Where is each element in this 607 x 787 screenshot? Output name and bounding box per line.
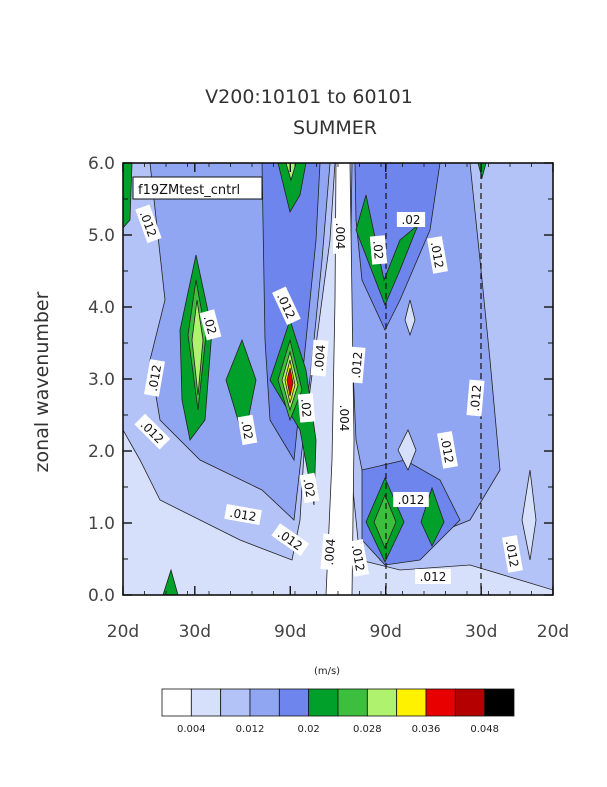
contour-label: .004 (337, 400, 352, 436)
y-axis-label: zonal wavenumber (31, 291, 53, 472)
colorbar-box (220, 688, 251, 717)
colorbar-label: 0.02 (298, 724, 320, 735)
contour-label: .02 (299, 472, 320, 504)
svg-text:.012: .012 (349, 351, 365, 379)
colorbar-box (425, 688, 456, 717)
y-tick-label: 6.0 (88, 154, 115, 174)
field-024-b (225, 338, 257, 441)
field-024-j (477, 163, 487, 180)
svg-text:.012: .012 (438, 436, 456, 465)
colorbar-label: 0.036 (412, 724, 441, 735)
field-008-pocket-a (397, 429, 417, 471)
contour-label: .012 (415, 569, 451, 584)
colorbar-label: 0.048 (470, 724, 499, 735)
contour-label: .02 (297, 393, 316, 423)
x-axis: 20d 30d 90d 90d 30d 20d (107, 163, 569, 642)
colorbar-box (308, 688, 339, 717)
colorbar-box (249, 688, 280, 717)
svg-text:.02: .02 (370, 240, 386, 260)
y-axis: 0.0 1.0 2.0 3.0 4.0 5.0 6.0 (88, 154, 553, 606)
field-040 (286, 367, 294, 397)
y-tick-label: 2.0 (88, 442, 115, 462)
contour-label: .012 (348, 539, 369, 577)
svg-text:.02: .02 (238, 419, 255, 440)
colorbar: 0.004 0.012 0.02 0.028 0.036 0.048 (161, 688, 515, 735)
panel-label-text: f19ZMtest_cntrl (138, 183, 240, 198)
field-024-g (277, 163, 307, 214)
svg-text:.004: .004 (322, 538, 338, 566)
field-032-a (191, 299, 204, 396)
chart-subtitle: SUMMER (293, 117, 377, 139)
x-tick-label: 20d (107, 622, 139, 642)
contour-label: .012 (427, 236, 448, 274)
svg-text:.004: .004 (333, 223, 347, 250)
field-008-pocket-c (404, 299, 416, 337)
x-tick-label: 20d (537, 622, 569, 642)
x-tick-label: 30d (465, 622, 497, 642)
contour-label: .004 (320, 533, 339, 571)
svg-text:.02: .02 (401, 213, 420, 227)
x-tick-label: 90d (274, 622, 306, 642)
colorbar-box (484, 688, 515, 717)
contour-label: .012 (144, 359, 165, 397)
chart-title: V200:10101 to 60101 (205, 86, 413, 108)
contour-label: .02 (199, 309, 222, 341)
field-024-d (355, 194, 419, 307)
y-tick-label: 0.0 (88, 586, 115, 606)
x-tick-label: 30d (179, 622, 211, 642)
contour-label: .02 (237, 414, 258, 446)
y-tick-label: 1.0 (88, 514, 115, 534)
field-032-c (285, 163, 297, 182)
dashed-reference-lines (385, 163, 482, 595)
svg-text:.012: .012 (503, 540, 521, 569)
colorbar-box (337, 688, 368, 717)
colorbar-label: 0.004 (177, 724, 206, 735)
colorbar-box (278, 688, 310, 717)
field-008-pocket-b (521, 469, 537, 561)
svg-text:.02: .02 (300, 477, 317, 498)
contour-label: .012 (224, 504, 262, 525)
contour-label: .012 (347, 346, 366, 384)
colorbar-box (161, 688, 192, 717)
colorbar-box (366, 688, 398, 717)
contour-label: .02 (396, 212, 426, 227)
field-028-c (373, 493, 397, 550)
contour-label: .012 (393, 492, 429, 507)
svg-text:.012: .012 (229, 506, 258, 524)
y-tick-label: 5.0 (88, 226, 115, 246)
svg-text:.012: .012 (420, 570, 447, 584)
svg-text:.012: .012 (349, 544, 367, 573)
svg-text:.012: .012 (398, 493, 425, 507)
colorbar-label: 0.012 (236, 724, 265, 735)
svg-text:.012: .012 (146, 364, 164, 393)
contour-label: .012 (437, 431, 458, 469)
colorbar-label: 0.028 (353, 724, 382, 735)
contour-label: .02 (369, 235, 388, 265)
field-024-i (162, 568, 179, 595)
contour-label: .004 (310, 339, 329, 377)
colorbar-box (396, 688, 427, 717)
svg-text:.012: .012 (468, 384, 484, 412)
panel-label: f19ZMtest_cntrl (132, 176, 263, 200)
contour-label: .004 (333, 218, 348, 254)
svg-text:.02: .02 (298, 398, 314, 418)
svg-text:.004: .004 (337, 405, 351, 432)
contour-label: .012 (502, 535, 523, 573)
colorbar-box (454, 688, 486, 717)
colorbar-units: (m/s) (314, 666, 340, 677)
svg-text:.004: .004 (312, 344, 328, 372)
contour-labels: .012 .012 .012 .02 .012 .02 .012 .012 .02 .02 .004… (134, 204, 523, 584)
x-tick-label: 90d (370, 622, 402, 642)
contour-label: .012 (466, 379, 485, 417)
field-024-h (123, 163, 133, 229)
y-tick-label: 4.0 (88, 298, 115, 318)
y-tick-label: 3.0 (88, 370, 115, 390)
colorbar-box (190, 688, 222, 717)
svg-text:.02: .02 (201, 314, 219, 336)
svg-text:.012: .012 (428, 241, 446, 270)
field-004-center (325, 163, 355, 595)
